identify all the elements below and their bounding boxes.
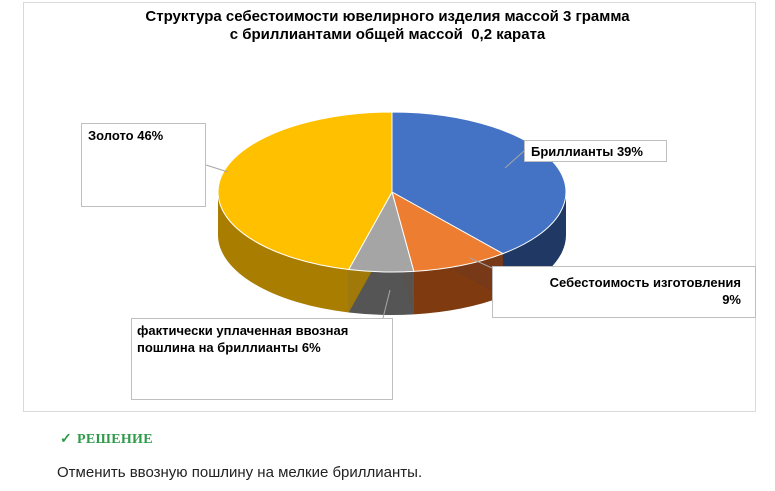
label-diamonds: Бриллианты 39%	[524, 140, 667, 162]
leader-line-0	[205, 164, 229, 173]
label-gold-text: Золото 46%	[88, 128, 164, 143]
label-diamonds-text: Бриллианты 39%	[531, 144, 643, 159]
leader-line-3	[382, 289, 391, 319]
label-duty-line-1: фактически уплаченная ввозная	[137, 323, 349, 338]
chart-title-line-2: с бриллиантами общей массой 0,2 карата	[229, 26, 546, 43]
solution-text: Отменить ввозную пошлину на мелкие брилл…	[57, 464, 423, 481]
label-cost-line-1: Себестоимость изготовления	[549, 275, 741, 290]
chart-title: Структура себестоимости ювелирного издел…	[0, 8, 775, 44]
slice-бриллианты-top	[391, 111, 567, 255]
chart-title-line-1: Структура себестоимости ювелирного издел…	[145, 8, 630, 25]
solution-heading: ✓ РЕШЕНИЕ	[60, 431, 153, 448]
label-gold: Золото 46%	[81, 123, 206, 207]
slice-золото-side	[218, 192, 349, 313]
label-duty-line-2: пошлина на бриллианты 6%	[137, 340, 321, 355]
pie-chart	[205, 111, 567, 319]
slice-золото-top	[217, 111, 393, 271]
leader-line-2	[469, 257, 493, 269]
check-icon: ✓	[60, 432, 73, 447]
leader-line-1	[504, 150, 525, 169]
label-cost-line-2: 9%	[722, 292, 741, 307]
label-manufacturing-cost: Себестоимость изготовления 9%	[492, 266, 756, 318]
label-import-duty: фактически уплаченная ввозная пошлина на…	[131, 318, 393, 400]
slice-себестоимость-изготовления-top	[391, 190, 505, 272]
solution-heading-text: РЕШЕНИЕ	[77, 432, 153, 447]
